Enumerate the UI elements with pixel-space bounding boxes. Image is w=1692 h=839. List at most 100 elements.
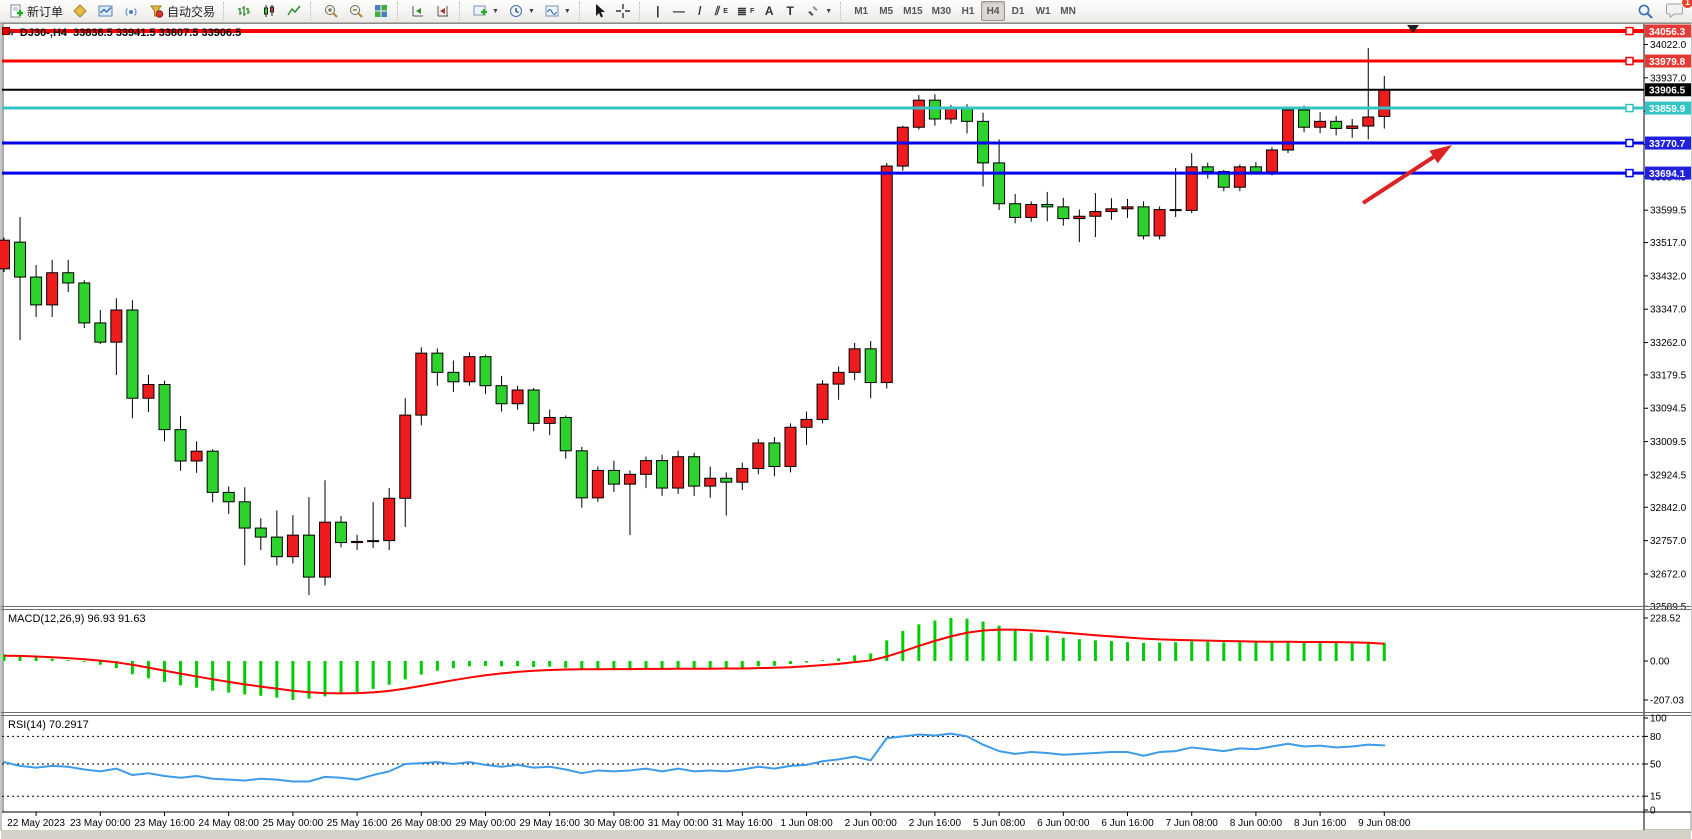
chart-window[interactable]: 34022.033937.033852.033767.033684.533599… (0, 23, 1692, 839)
macd-tick-label: 0.00 (1650, 657, 1670, 668)
templates-button[interactable]: ▼ (540, 1, 575, 21)
channel-tool-subscript: E (723, 7, 728, 15)
one-click-trading-toggle[interactable]: ▼ (8, 29, 16, 38)
autotrading-label: 自动交易 (167, 4, 216, 19)
quotes-button[interactable] (68, 1, 92, 21)
candle-body (591, 469, 604, 499)
search-button[interactable] (1633, 1, 1658, 21)
candle-body (110, 309, 123, 343)
cursor-tool-button[interactable] (588, 1, 610, 21)
candle-body (254, 527, 267, 538)
candle-body (174, 429, 187, 462)
toolbar-separator (310, 2, 315, 20)
price-axis[interactable] (1644, 24, 1691, 812)
horizontal-line-tool-button[interactable]: — (669, 1, 689, 21)
rsi-tick-label: 80 (1650, 732, 1662, 743)
candle-body (880, 165, 893, 384)
arrows-tool-button[interactable]: ▼ (801, 1, 836, 21)
fibonacci-tool-subscript: F (749, 7, 755, 15)
timeframe-m15-button[interactable]: M15 (899, 1, 926, 21)
autotrading-button[interactable]: 自动交易 (144, 1, 219, 21)
timeframe-d1-button[interactable]: D1 (1006, 1, 1030, 21)
tile-windows-button[interactable] (369, 1, 393, 21)
price-tick-label: 33179.5 (1650, 370, 1687, 381)
candle-body (1201, 166, 1214, 173)
line-chart-type-button[interactable] (282, 1, 306, 21)
chevron-down-icon: ▼ (563, 7, 571, 15)
candle-body (1153, 209, 1166, 237)
chevron-down-icon: ▼ (527, 7, 535, 15)
crosshair-icon (615, 4, 630, 18)
hline-handle[interactable] (1625, 26, 1634, 36)
macd-tick-label: 228.52 (1650, 614, 1681, 625)
new-order-button[interactable]: 新订单 (4, 1, 67, 21)
candle-body (1041, 203, 1054, 208)
time-tick-label: 31 May 00:00 (648, 818, 709, 829)
auto-scroll-icon (412, 6, 424, 17)
price-tick-label: 33937.0 (1650, 73, 1687, 84)
hline-objects (2, 26, 1644, 178)
quotes-icon (73, 4, 87, 18)
price-tick-label: 33599.5 (1650, 206, 1687, 217)
periods-button[interactable]: ▼ (504, 1, 539, 21)
time-tick-label: 8 Jun 00:00 (1230, 818, 1283, 829)
zoom-in-button[interactable] (319, 1, 343, 21)
candle-body (431, 352, 444, 373)
hline-handle[interactable] (1625, 168, 1634, 178)
candle-body (78, 282, 91, 324)
chart-shift-button[interactable] (431, 1, 455, 21)
crosshair-tool-button[interactable] (611, 1, 635, 21)
candle-body (126, 309, 139, 399)
arrow-annotation-head[interactable] (1429, 145, 1452, 164)
candle-body (1233, 166, 1246, 188)
main-toolbar: 新订单 自动交易 (0, 0, 1692, 23)
time-tick-labels: 22 May 2023 23 May 00:00 23 May 16:00 24 Ma… (7, 812, 1411, 829)
toolbar-separator (397, 2, 402, 20)
hline-handle[interactable] (1625, 103, 1634, 113)
text-label-tool-button[interactable]: T (780, 1, 800, 21)
periods-icon (509, 5, 522, 17)
timeframe-mn-button[interactable]: MN (1056, 1, 1080, 21)
chart-window-button[interactable] (93, 1, 118, 21)
signals-button[interactable] (119, 1, 143, 21)
candle-body (640, 460, 652, 475)
auto-scroll-button[interactable] (406, 1, 430, 21)
timeframe-h1-button[interactable]: H1 (956, 1, 980, 21)
trendline-tool-button[interactable]: / (690, 1, 710, 21)
chevron-down-icon: ▼ (825, 7, 833, 15)
chart-title: ▼ DJ30-,H4 33838.5 33941.5 33807.5 33906.5 (8, 27, 241, 39)
candle-body (944, 107, 957, 120)
timeframe-h4-button[interactable]: H4 (981, 1, 1006, 21)
new-order-icon (10, 4, 23, 18)
chart-shift-marker[interactable] (1407, 25, 1419, 33)
candle-body (142, 384, 155, 399)
candle-body (993, 162, 1006, 205)
chart-canvas[interactable]: 34022.033937.033852.033767.033684.533599… (0, 23, 1692, 839)
candle-chart-type-button[interactable] (257, 1, 281, 21)
bar-chart-type-button[interactable] (232, 1, 256, 21)
hline-handle[interactable] (1625, 138, 1634, 148)
timeframe-w1-button[interactable]: W1 (1031, 1, 1055, 21)
candle-body (961, 107, 973, 122)
fibonacci-tool-button[interactable]: ≣ F (733, 1, 758, 21)
candle-body (848, 348, 861, 373)
candle-body (399, 414, 412, 499)
timeframe-m1-button[interactable]: M1 (849, 1, 873, 21)
search-icon (1638, 4, 1653, 19)
channel-tool-button[interactable]: ⫽ E (711, 1, 732, 21)
chart-window-icon (98, 5, 113, 17)
hline-anchor-marker[interactable] (2, 27, 10, 36)
indicators-button[interactable]: ▼ (468, 1, 503, 21)
time-axis[interactable] (2, 812, 1644, 830)
vertical-line-tool-button[interactable]: | (648, 1, 668, 21)
arrow-annotation-line[interactable] (1361, 153, 1439, 205)
timeframe-m30-button[interactable]: M30 (928, 1, 955, 21)
zoom-out-button[interactable] (344, 1, 368, 21)
timeframe-m5-button[interactable]: M5 (874, 1, 898, 21)
candle-body (367, 540, 380, 543)
chat-notification-badge[interactable]: 1 (1680, 0, 1692, 9)
hline-handle[interactable] (1625, 56, 1634, 66)
time-tick-label: 6 Jun 00:00 (1037, 818, 1090, 829)
text-tool-button[interactable]: A (759, 1, 779, 21)
candle-body (1137, 206, 1150, 237)
